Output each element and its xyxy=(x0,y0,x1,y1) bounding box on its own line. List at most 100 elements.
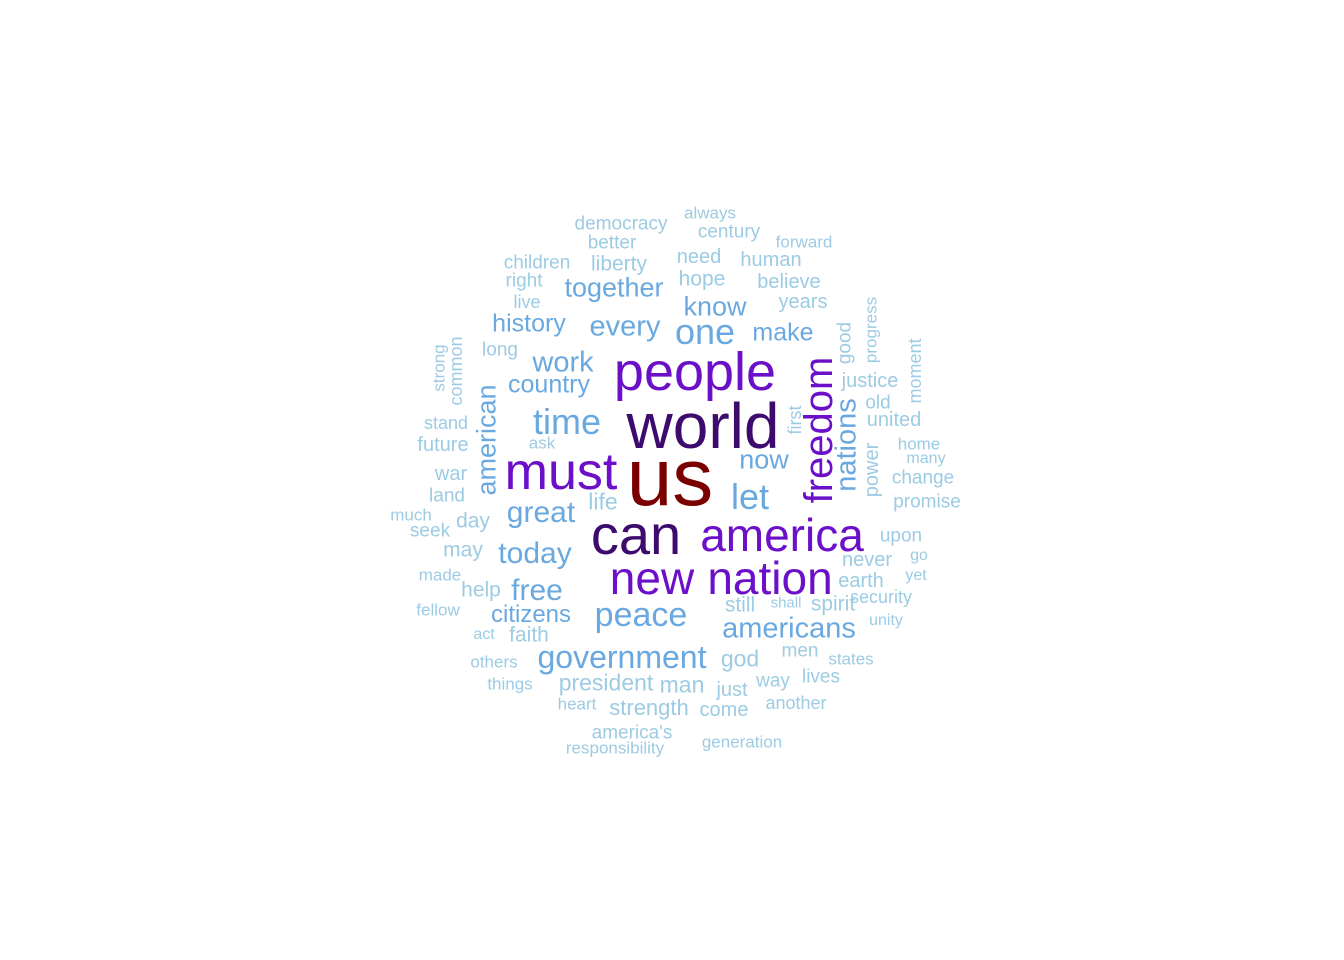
word-things: things xyxy=(487,674,533,694)
word-spirit: spirit xyxy=(810,592,856,616)
word-may: may xyxy=(443,538,483,562)
word-forward: forward xyxy=(775,232,833,252)
word-come: come xyxy=(699,699,749,721)
word-human: human xyxy=(740,249,802,271)
word-government: government xyxy=(537,639,707,675)
word-others: others xyxy=(470,652,518,672)
word-promise: promise xyxy=(893,491,961,513)
word-american: american xyxy=(471,384,502,496)
word-land: land xyxy=(429,485,465,507)
word-believe: believe xyxy=(757,271,821,293)
word-nations: nations xyxy=(830,398,863,492)
word-lives: lives xyxy=(801,666,841,688)
word-made: made xyxy=(418,565,462,585)
word-go: go xyxy=(910,547,928,564)
word-men: men xyxy=(781,640,819,662)
word-country: country xyxy=(508,370,590,399)
word-century: century xyxy=(697,221,761,243)
word-common: common xyxy=(446,336,466,406)
word-every: every xyxy=(589,310,661,343)
word-faith: faith xyxy=(509,623,549,647)
word-need: need xyxy=(676,246,722,268)
word-heart: heart xyxy=(557,694,597,714)
word-upon: upon xyxy=(879,525,923,547)
word-old: old xyxy=(865,392,891,414)
word-peace: peace xyxy=(594,596,688,634)
word-years: years xyxy=(778,291,828,313)
word-must: must xyxy=(504,443,618,501)
word-hope: hope xyxy=(678,267,726,291)
word-stand: stand xyxy=(423,413,469,433)
word-good: good xyxy=(834,321,856,365)
word-can: can xyxy=(590,503,682,566)
word-children: children xyxy=(503,252,571,274)
word-live: live xyxy=(513,292,541,312)
word-life: life xyxy=(588,488,618,515)
word-new: new xyxy=(609,552,695,604)
word-better: better xyxy=(587,232,637,254)
word-free: free xyxy=(511,574,563,607)
word-unity: unity xyxy=(869,612,903,629)
word-shall: shall xyxy=(770,594,802,612)
word-day: day xyxy=(456,509,490,533)
word-president: president xyxy=(558,669,654,696)
word-long: long xyxy=(482,339,518,361)
word-know: know xyxy=(683,291,747,322)
word-strength: strength xyxy=(609,695,689,720)
word-help: help xyxy=(461,578,501,602)
word-states: states xyxy=(828,649,874,669)
word-liberty: liberty xyxy=(590,252,648,276)
word-yet: yet xyxy=(905,567,927,584)
word-man: man xyxy=(659,671,705,698)
word-time: time xyxy=(532,401,602,442)
word-way: way xyxy=(756,670,790,692)
word-always: always xyxy=(684,203,736,223)
word-history: history xyxy=(492,309,566,338)
word-let: let xyxy=(730,476,770,517)
word-nation: nation xyxy=(707,552,833,604)
word-earth: earth xyxy=(838,570,884,592)
word-make: make xyxy=(752,318,814,347)
word-home: home xyxy=(897,434,941,454)
word-world: world xyxy=(626,390,780,462)
word-generation: generation xyxy=(701,732,783,752)
word-citizens: citizens xyxy=(490,601,572,628)
word-now: now xyxy=(739,444,789,475)
word-one: one xyxy=(674,311,736,352)
word-another: another xyxy=(765,693,827,713)
word-power: power xyxy=(861,442,883,498)
word-americans: americans xyxy=(722,612,856,645)
word-united: united xyxy=(866,409,922,431)
word-us: us xyxy=(626,432,714,523)
word-just: just xyxy=(716,679,748,701)
word-future: future xyxy=(417,434,469,456)
word-america: america xyxy=(700,509,864,561)
word-justice: justice xyxy=(841,370,899,392)
word-responsibility: responsibility xyxy=(565,738,665,758)
word-act: act xyxy=(473,626,495,643)
word-seek: seek xyxy=(409,520,451,542)
word-war: war xyxy=(434,463,468,485)
word-right: right xyxy=(505,270,543,292)
word-ask: ask xyxy=(528,433,556,453)
word-together: together xyxy=(564,272,664,303)
word-strong: strong xyxy=(429,344,449,392)
word-first: first xyxy=(785,405,805,435)
word-never: never xyxy=(841,549,893,571)
word-god: god xyxy=(720,645,760,672)
word-today: today xyxy=(498,537,572,570)
word-much: much xyxy=(390,505,432,525)
word-security: security xyxy=(849,587,913,607)
word-people: people xyxy=(613,342,777,402)
word-moment: moment xyxy=(905,338,925,404)
word-progress: progress xyxy=(861,296,881,364)
word-change: change xyxy=(891,467,955,489)
word-many: many xyxy=(906,450,946,467)
word-america-s: america's xyxy=(591,722,673,744)
word-democracy: democracy xyxy=(574,213,668,235)
word-still: still xyxy=(724,593,756,617)
word-work: work xyxy=(532,346,594,379)
word-fellow: fellow xyxy=(416,600,460,620)
word-great: great xyxy=(506,496,576,529)
